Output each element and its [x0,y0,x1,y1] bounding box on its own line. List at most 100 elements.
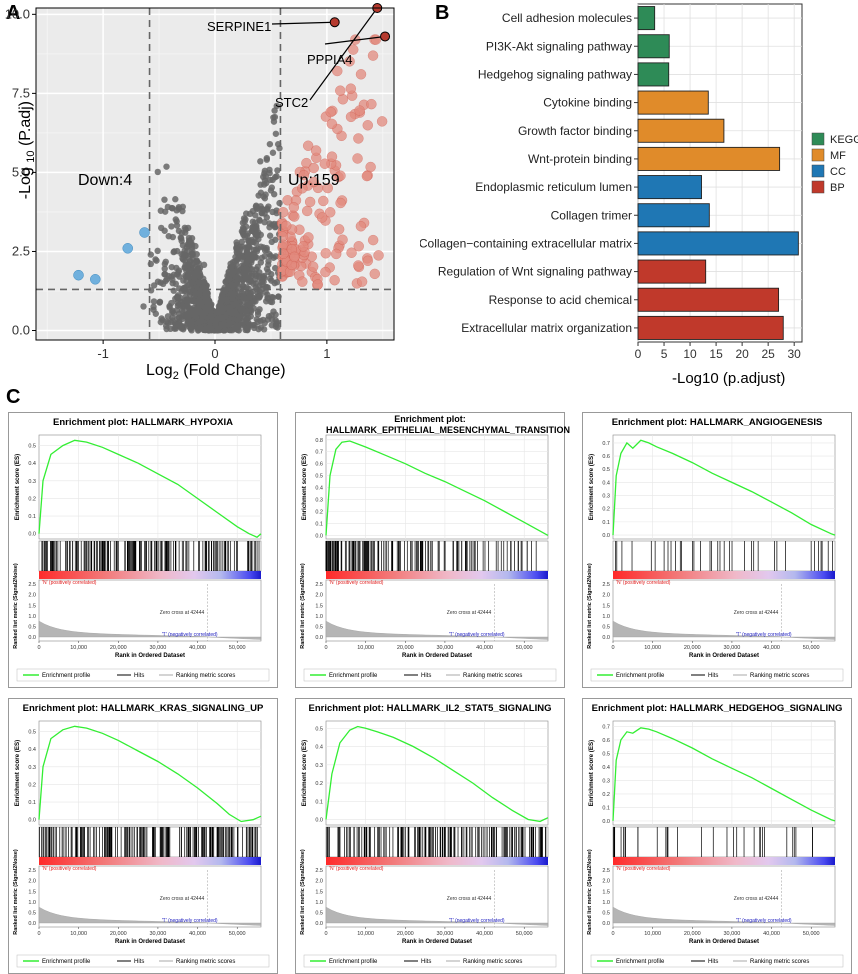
positive-correlation-label: 'N' (positively correlated) [616,580,671,586]
rank-tick-label: 0.0 [315,635,323,641]
ns-point [168,263,175,271]
gsea-title: Enrichment plot: HALLMARK_IL2_STAT5_SIGN… [308,703,552,714]
ns-point [207,312,215,320]
x-tick-label: 10,000 [357,645,374,651]
rank-tick-label: 2.5 [315,868,323,874]
rank-tick-label: 0.5 [315,624,323,630]
ns-point [170,287,177,294]
ns-point [180,277,187,284]
ns-point [176,273,183,280]
es-tick-label: 0.0 [28,532,36,538]
legend-ranking-label: Ranking metric scores [176,959,235,965]
ns-point [246,321,254,329]
ns-point [200,309,207,317]
ns-point [161,265,168,272]
es-tick-label: 0.3 [315,498,323,504]
legend-swatch [811,164,825,178]
legend-label: CC [830,166,846,178]
gsea-legend-box [303,954,557,968]
es-plot-area [325,434,549,540]
rank-tick-label: 1.0 [28,900,36,906]
gene-leader-line [271,21,335,25]
rank-axis-label: Ranked list metric (Signal2Noise) [13,563,19,649]
ns-point [169,276,176,283]
up-point [333,224,345,235]
rank-plot-area [38,865,262,928]
y-tick-label: 0.0 [12,323,30,338]
bar-category-label: Cell adhesion molecules [502,11,632,25]
gsea-title: Enrichment plot: HALLMARK_HYPOXIA [53,417,233,428]
up-point [370,34,382,45]
ns-point [164,313,172,320]
legend-hits-label: Hits [421,959,431,965]
ns-point [251,321,258,329]
ns-point [257,158,264,165]
gsea-svg: 0.0 0.1 0.2 0.3 0.4 0.5 Enrichment score (ES) 2… [13,720,270,968]
ns-point [163,325,170,333]
ns-point [231,308,238,315]
x-tick-label: 30,000 [437,931,454,937]
ns-point [249,224,256,232]
up-point [297,183,308,194]
es-tick-label: 0.2 [28,782,36,788]
up-point [280,220,292,232]
es-tick-label: 0.0 [315,818,323,824]
x-tick-label: 30,000 [437,645,454,651]
negative-correlation-label: 'T' (negatively correlated) [736,632,792,638]
es-tick-label: 0.1 [602,520,610,526]
up-point [346,247,357,258]
ns-point [169,205,176,212]
up-point [353,240,364,252]
ns-point [263,156,270,163]
ns-point [231,258,238,265]
rank-tick-label: 2.0 [28,879,36,885]
positive-correlation-label: 'N' (positively correlated) [329,866,384,872]
rank-gradient-bar [326,857,548,865]
gene-leader-line [324,35,386,45]
bar [637,62,670,87]
volcano-plot: -1 0 10.02.55.07.510.0 [5,3,395,361]
ranking-metric-area [325,620,549,640]
ns-point [272,236,279,243]
negative-correlation-label: 'T' (negatively correlated) [162,918,218,924]
ns-point [175,227,183,235]
hits-group [325,541,537,571]
up-point [344,56,355,67]
es-tick-label: 0.7 [602,441,610,447]
gsea-panel-angiogenesis: Enrichment plot: HALLMARK_ANGIOGENESIS 0.… [582,412,852,688]
legend-profile-label: Enrichment profile [329,673,378,679]
gsea-title: Enrichment plot: HALLMARK_EPITHELIAL_MES… [326,414,571,435]
ns-point [246,210,254,218]
bar [637,315,784,340]
bar [637,287,780,312]
rank-tick-label: 2.0 [315,593,323,599]
gsea-panel-emt: Enrichment plot: HALLMARK_EPITHELIAL_MES… [295,412,571,688]
up-point [316,212,328,223]
ns-point [222,278,229,286]
ns-point [191,264,198,271]
ns-point [191,297,198,305]
x-tick-label: 40,000 [763,931,780,937]
x-axis-label: Rank in Ordered Dataset [402,939,472,945]
ns-point [252,212,259,219]
ns-point [229,295,236,302]
es-tick-label: 0.4 [315,486,323,492]
rank-tick-label: 0.5 [602,624,610,630]
legend-hits-label: Hits [421,673,431,679]
ns-point [262,298,270,305]
y-tick-label: 7.5 [12,85,30,100]
up-point [324,207,336,218]
up-point [337,234,348,245]
gsea-panel-il2-stat5: Enrichment plot: HALLMARK_IL2_STAT5_SIGN… [295,698,565,974]
rank-plot-area [325,579,549,642]
up-point [367,50,379,61]
legend-profile-label: Enrichment profile [616,673,665,679]
ns-point [183,243,190,251]
up-point [369,268,381,280]
zero-cross-label: Zero cross at 42444 [160,896,205,902]
up-point [335,170,346,181]
rank-tick-label: 0.5 [28,910,36,916]
up-point [355,221,367,232]
panel-c-letter: C [6,386,21,408]
x-tick-label: 30,000 [724,645,741,651]
